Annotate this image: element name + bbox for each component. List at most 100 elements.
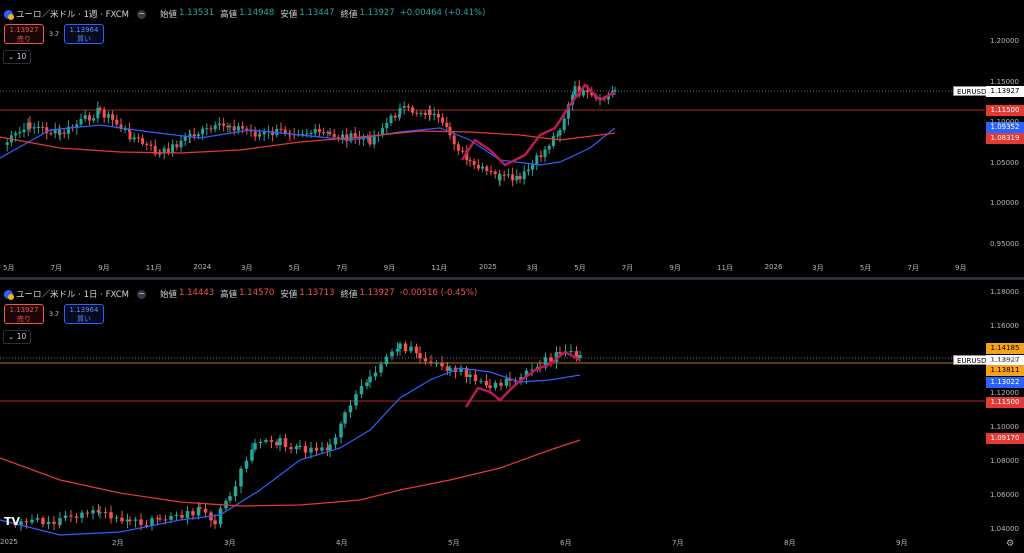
open-label: 始値 <box>159 10 177 20</box>
candle-body <box>531 164 535 170</box>
buy-label: 買い <box>77 315 91 323</box>
low-value: 1.13447 <box>299 8 335 18</box>
chart-title[interactable]: ユーロ／米ドル · 1週 · FXCM <box>16 10 129 20</box>
candle-body <box>213 520 217 525</box>
candle-body <box>415 112 419 114</box>
candle-body <box>171 144 175 154</box>
candle-body <box>429 361 433 364</box>
candle-body <box>203 508 208 513</box>
candle-body <box>488 385 492 388</box>
candle-body <box>473 374 478 382</box>
price-tag: 1.14185 <box>986 343 1024 354</box>
y-axis-tick: 1.04000 <box>990 524 1019 533</box>
x-axis-tick: 7月 <box>50 264 63 272</box>
x-axis-tick: 4月 <box>336 539 348 547</box>
collapse-icon[interactable]: − <box>136 8 146 19</box>
candle-body <box>452 135 456 145</box>
candle-body <box>98 512 102 514</box>
buy-price: 1.13964 <box>69 26 99 34</box>
candle-body <box>398 107 402 115</box>
low-label: 安値 <box>280 10 298 20</box>
weekly-chart-canvas[interactable] <box>0 0 1024 277</box>
candle-body <box>314 447 319 451</box>
candle-body <box>69 515 73 517</box>
candle-body <box>125 519 130 522</box>
candle-body <box>562 118 566 130</box>
low-value: 1.13713 <box>299 288 335 298</box>
candle-body <box>428 109 432 115</box>
ma-slow-line <box>0 439 581 507</box>
candle-body <box>348 405 353 413</box>
candle-body <box>498 174 502 181</box>
indicator-count: 10 <box>16 332 27 341</box>
candle-body <box>275 128 279 136</box>
candle-body <box>461 150 465 152</box>
candle-body <box>535 155 539 165</box>
weekly-chart-pane[interactable]: ユーロ／米ドル · 1週 · FXCM − 始値 1.13531 高値 1.1494… <box>0 0 1024 277</box>
symbol-flag-icon <box>4 289 14 300</box>
sell-label: 売り <box>17 35 31 43</box>
highlight-path <box>460 83 616 167</box>
tradingview-logo-icon[interactable]: TV <box>4 515 21 528</box>
x-axis-tick: 2025 <box>0 538 18 546</box>
candle-body <box>269 440 274 442</box>
candle-body <box>309 447 313 453</box>
candle-body <box>301 133 305 135</box>
candle-body <box>368 136 372 145</box>
collapse-icon[interactable]: − <box>136 288 146 299</box>
candle-body <box>201 128 205 135</box>
candle-body <box>228 126 232 128</box>
y-axis-tick: 1.10000 <box>990 118 1019 126</box>
candle-body <box>52 521 56 524</box>
candle-body <box>141 138 145 144</box>
candle-body <box>98 107 102 110</box>
candle-body <box>569 351 573 353</box>
candle-body <box>222 123 226 126</box>
y-axis-tick: 1.08000 <box>990 457 1019 465</box>
candle-body <box>209 128 213 130</box>
pane-divider[interactable] <box>0 277 1024 280</box>
candle-body <box>158 518 162 520</box>
candle-body <box>24 521 29 523</box>
candle-body <box>513 380 518 382</box>
candle-body <box>103 512 108 514</box>
sell-button[interactable]: 1.13927 売り <box>4 304 44 324</box>
candle-body <box>385 122 389 129</box>
candle-body <box>218 508 223 525</box>
candle-body <box>476 164 480 169</box>
indicator-toggle[interactable]: ⌄ 10 <box>3 50 32 64</box>
candle-body <box>75 124 79 128</box>
candle-body <box>192 134 196 137</box>
candle-body <box>102 109 106 118</box>
daily-chart-pane[interactable]: ユーロ／米ドル · 1日 · FXCM − 始値 1.14443 高値 1.1457… <box>0 280 1024 553</box>
candle-body <box>96 107 100 119</box>
candle-body <box>515 175 519 181</box>
candle-body <box>343 412 347 424</box>
ma-fast-line <box>0 367 581 536</box>
price-tag: 1.13811 <box>986 365 1024 376</box>
candle-body <box>283 438 288 448</box>
candle-body <box>279 128 283 130</box>
daily-chart-canvas[interactable] <box>0 280 1024 553</box>
candle-body <box>328 132 332 135</box>
candle-body <box>278 438 282 446</box>
sell-price: 1.13927 <box>9 26 39 34</box>
candle-body <box>598 97 602 99</box>
candle-body <box>298 446 302 448</box>
gear-icon[interactable]: ⚙ <box>1006 539 1015 549</box>
y-axis-tick: 1.06000 <box>990 490 1019 499</box>
buy-button[interactable]: 1.13964 買い <box>64 24 104 44</box>
candle-body <box>49 133 53 135</box>
candle-body <box>333 437 338 445</box>
close-value: 1.13927 <box>359 288 395 298</box>
chart-title[interactable]: ユーロ／米ドル · 1日 · FXCM <box>16 290 129 300</box>
candle-body <box>341 134 345 139</box>
candle-body <box>465 150 469 161</box>
buy-button[interactable]: 1.13964 買い <box>64 304 104 324</box>
sell-button[interactable]: 1.13927 売り <box>4 24 44 44</box>
indicator-toggle[interactable]: ⌄ 10 <box>3 330 32 344</box>
candle-body <box>18 132 22 134</box>
candle-body <box>87 115 91 121</box>
candle-body <box>213 125 217 130</box>
x-axis-tick: 7月 <box>336 264 348 272</box>
